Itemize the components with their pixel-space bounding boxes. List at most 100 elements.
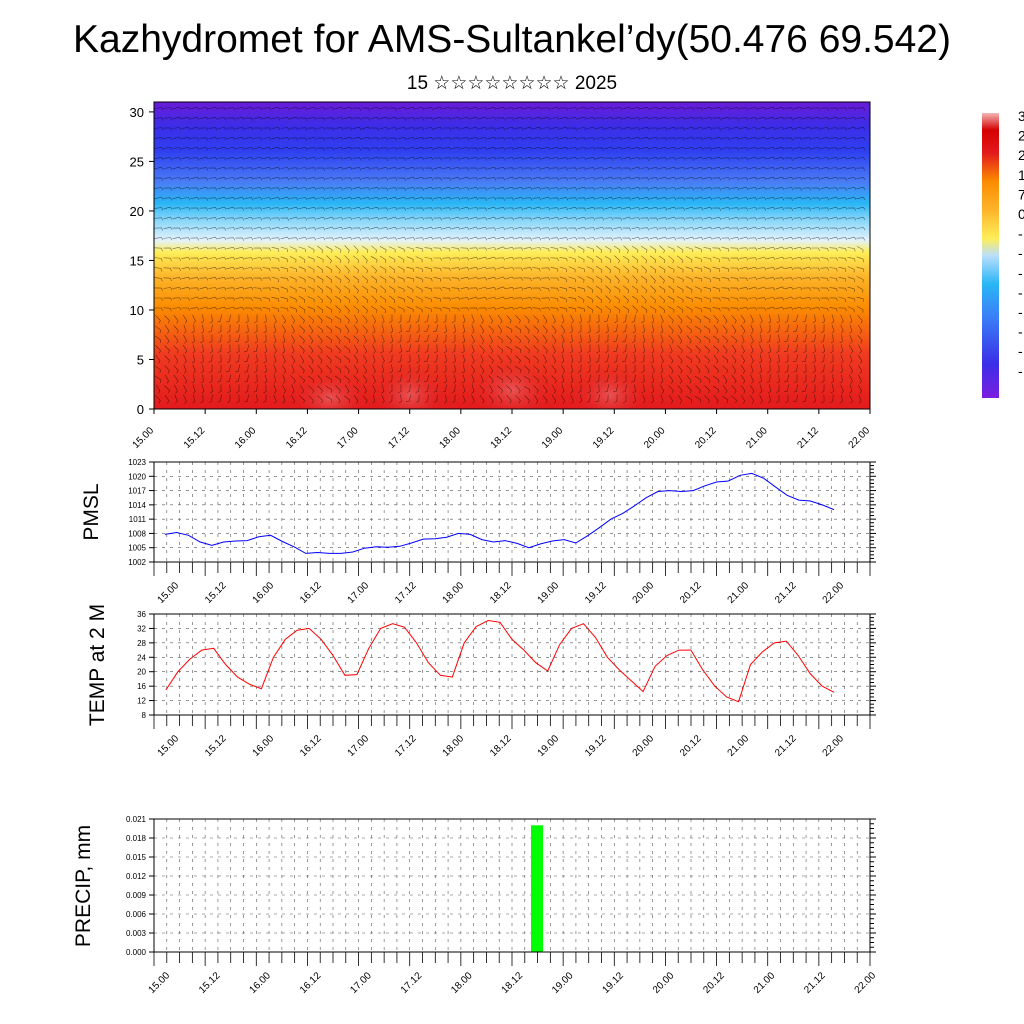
warm-core bbox=[372, 365, 448, 409]
y-tick-label: 0.015 bbox=[126, 853, 147, 862]
x-tick-label: 15.12 bbox=[203, 733, 229, 759]
colorbar-label: - bbox=[1018, 343, 1023, 359]
x-tick-label: 15.12 bbox=[203, 580, 229, 606]
y-tick-label: 1011 bbox=[129, 515, 147, 524]
cross-section-y-axis: 0 5 10 15 20 25 30 bbox=[130, 105, 154, 417]
x-tick-label: 22.00 bbox=[821, 733, 847, 759]
cs-x-tick-label: 19.12 bbox=[591, 425, 617, 451]
pmsl-panel: 1002 1005 1008 1011 1014 1017 1020 1023 15.00 15.… bbox=[80, 458, 876, 606]
colorbar-label: - bbox=[1018, 265, 1023, 281]
cs-y-tick-label: 0 bbox=[137, 402, 144, 417]
temp-axis-label: TEMP at 2 M bbox=[86, 604, 109, 726]
cs-y-tick-label: 5 bbox=[137, 352, 144, 367]
x-tick-label: 18.00 bbox=[441, 733, 467, 759]
x-tick-label: 21.12 bbox=[773, 580, 799, 606]
y-tick-label: 1008 bbox=[128, 529, 146, 538]
y-tick-label: 16 bbox=[137, 682, 146, 691]
precip-bar bbox=[531, 825, 543, 952]
y-tick-label: 0.012 bbox=[126, 872, 147, 881]
wind-barb-field bbox=[154, 106, 866, 404]
cs-x-tick-label: 16.00 bbox=[233, 425, 259, 451]
cs-x-tick-label: 20.12 bbox=[693, 425, 719, 451]
y-tick-label: 8 bbox=[142, 711, 147, 720]
colorbar: 3 2 2 1 7 0 - - - - - - - - bbox=[982, 108, 1024, 398]
colorbar-label: - bbox=[1018, 284, 1023, 300]
y-tick-label: 28 bbox=[137, 639, 146, 648]
y-tick-label: 20 bbox=[137, 668, 146, 677]
colorbar-label: - bbox=[1018, 304, 1023, 320]
cs-y-tick-label: 30 bbox=[130, 105, 144, 120]
colorbar-label: 0 bbox=[1018, 206, 1024, 222]
cs-x-tick-label: 17.12 bbox=[386, 425, 412, 451]
x-tick-label: 17.12 bbox=[393, 733, 419, 759]
colorbar-label: 2 bbox=[1018, 147, 1024, 163]
x-tick-label: 19.12 bbox=[601, 970, 627, 996]
precip-axis-label: PRECIP, mm bbox=[72, 825, 95, 947]
x-tick-label: 18.12 bbox=[488, 580, 514, 606]
cs-x-tick-label: 18.12 bbox=[489, 425, 515, 451]
y-tick-label: 36 bbox=[137, 610, 146, 619]
x-tick-label: 15.00 bbox=[147, 970, 173, 996]
pmsl-grid bbox=[153, 461, 871, 563]
y-tick-label: 0.009 bbox=[126, 891, 147, 900]
x-tick-label: 18.00 bbox=[449, 970, 475, 996]
x-tick-label: 16.12 bbox=[298, 580, 324, 606]
y-tick-label: 1020 bbox=[128, 472, 146, 481]
cs-x-tick-label: 22.00 bbox=[847, 425, 873, 451]
x-tick-label: 21.12 bbox=[802, 970, 828, 996]
x-tick-label: 15.00 bbox=[156, 733, 182, 759]
cs-x-tick-label: 18.00 bbox=[438, 425, 464, 451]
y-tick-label: 12 bbox=[137, 697, 146, 706]
x-tick-label: 19.12 bbox=[583, 733, 609, 759]
x-tick-label: 21.12 bbox=[773, 733, 799, 759]
colorbar-label: - bbox=[1018, 245, 1023, 261]
temp-grid bbox=[153, 613, 871, 716]
colorbar-labels: 3 2 2 1 7 0 - - - - - - - - bbox=[1018, 108, 1024, 379]
x-tick-label: 17.12 bbox=[393, 580, 419, 606]
x-tick-label: 22.00 bbox=[853, 970, 879, 996]
y-tick-label: 0.000 bbox=[126, 948, 147, 957]
x-tick-label: 20.00 bbox=[631, 733, 657, 759]
colorbar-label: - bbox=[1018, 226, 1023, 242]
x-tick-label: 15.00 bbox=[156, 580, 182, 606]
x-tick-label: 21.00 bbox=[726, 580, 752, 606]
warm-core bbox=[572, 367, 648, 409]
pmsl-series-line bbox=[164, 472, 835, 554]
cs-x-tick-label: 21.12 bbox=[796, 425, 822, 451]
cs-x-tick-label: 16.12 bbox=[284, 425, 310, 451]
y-tick-label: 1005 bbox=[128, 544, 146, 553]
precip-panel: 0.000 0.003 0.006 0.009 0.012 0.015 0.018 0.021… bbox=[72, 815, 878, 996]
y-tick-label: 0.003 bbox=[126, 929, 147, 938]
precip-bars bbox=[531, 825, 543, 952]
y-tick-label: 0.006 bbox=[126, 910, 147, 919]
x-tick-label: 15.12 bbox=[197, 970, 223, 996]
x-tick-label: 19.00 bbox=[550, 970, 576, 996]
y-tick-label: 1014 bbox=[128, 501, 146, 510]
x-tick-label: 21.00 bbox=[726, 733, 752, 759]
x-tick-label: 19.12 bbox=[583, 580, 609, 606]
y-tick-label: 0.018 bbox=[126, 834, 147, 843]
x-tick-label: 16.12 bbox=[298, 733, 324, 759]
x-tick-label: 20.12 bbox=[701, 970, 727, 996]
cross-section-panel: 0 5 10 15 20 25 30 15.00 15.12 16.00 16.12 17.00 17… bbox=[130, 101, 873, 451]
cs-y-tick-label: 20 bbox=[130, 204, 144, 219]
cs-y-tick-label: 25 bbox=[130, 154, 144, 169]
x-tick-label: 22.00 bbox=[821, 580, 847, 606]
cs-x-tick-label: 17.00 bbox=[335, 425, 361, 451]
y-tick-label: 0.021 bbox=[126, 815, 147, 824]
colorbar-label: 7 bbox=[1018, 186, 1024, 202]
date-subtitle: 15 ☆☆☆☆☆☆☆☆ 2025 bbox=[406, 73, 618, 94]
x-tick-label: 18.12 bbox=[500, 970, 526, 996]
x-tick-label: 18.12 bbox=[488, 733, 514, 759]
cs-y-tick-label: 15 bbox=[130, 253, 144, 268]
x-tick-label: 17.00 bbox=[348, 970, 374, 996]
cross-section-x-axis: 15.00 15.12 16.00 16.12 17.00 17.12 18.00 18.12… bbox=[131, 409, 873, 451]
y-tick-label: 1017 bbox=[128, 487, 146, 496]
cs-y-tick-label: 10 bbox=[130, 303, 144, 318]
colorbar-label: 1 bbox=[1018, 167, 1024, 183]
x-tick-label: 19.00 bbox=[536, 733, 562, 759]
colorbar-label: - bbox=[1018, 324, 1023, 340]
wind-barbs bbox=[154, 106, 866, 404]
x-tick-label: 17.12 bbox=[399, 970, 425, 996]
